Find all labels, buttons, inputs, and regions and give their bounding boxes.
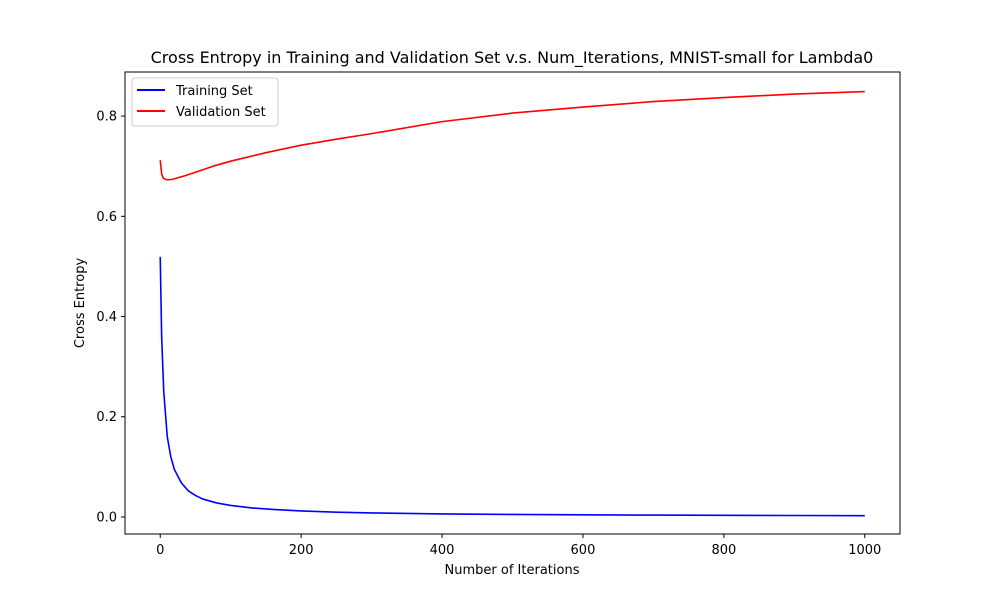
y-tick-label: 0.4 bbox=[96, 310, 117, 325]
y-tick-label: 0.8 bbox=[96, 110, 117, 125]
x-tick-label: 600 bbox=[571, 543, 596, 558]
x-tick-label: 800 bbox=[711, 543, 736, 558]
legend-box bbox=[131, 77, 279, 127]
y-tick-label: 0.2 bbox=[96, 410, 117, 425]
x-tick-label: 200 bbox=[289, 543, 314, 558]
series-layer bbox=[159, 90, 865, 517]
legend: Training Set Validation Set bbox=[131, 77, 279, 127]
plot-frame bbox=[124, 71, 901, 535]
y-tick-label: 0.6 bbox=[96, 210, 117, 225]
chart-title: Cross Entropy in Training and Validation… bbox=[151, 48, 874, 68]
y-axis-label: Cross Entropy bbox=[73, 258, 88, 349]
x-tick-label: 0 bbox=[156, 543, 164, 558]
series-line-training bbox=[159, 256, 865, 517]
y-tick-label: 0.0 bbox=[96, 510, 117, 525]
x-axis-label: Number of Iterations bbox=[445, 563, 580, 578]
y-axis: 0.0 0.2 0.4 0.6 0.8 bbox=[96, 110, 125, 525]
x-tick-label: 1000 bbox=[848, 543, 881, 558]
series-line-validation bbox=[159, 90, 865, 181]
x-tick-label: 400 bbox=[430, 543, 455, 558]
legend-label-training: Training Set bbox=[175, 84, 253, 99]
legend-label-validation: Validation Set bbox=[176, 105, 266, 120]
x-axis: 0 200 400 600 800 1000 bbox=[156, 534, 881, 558]
